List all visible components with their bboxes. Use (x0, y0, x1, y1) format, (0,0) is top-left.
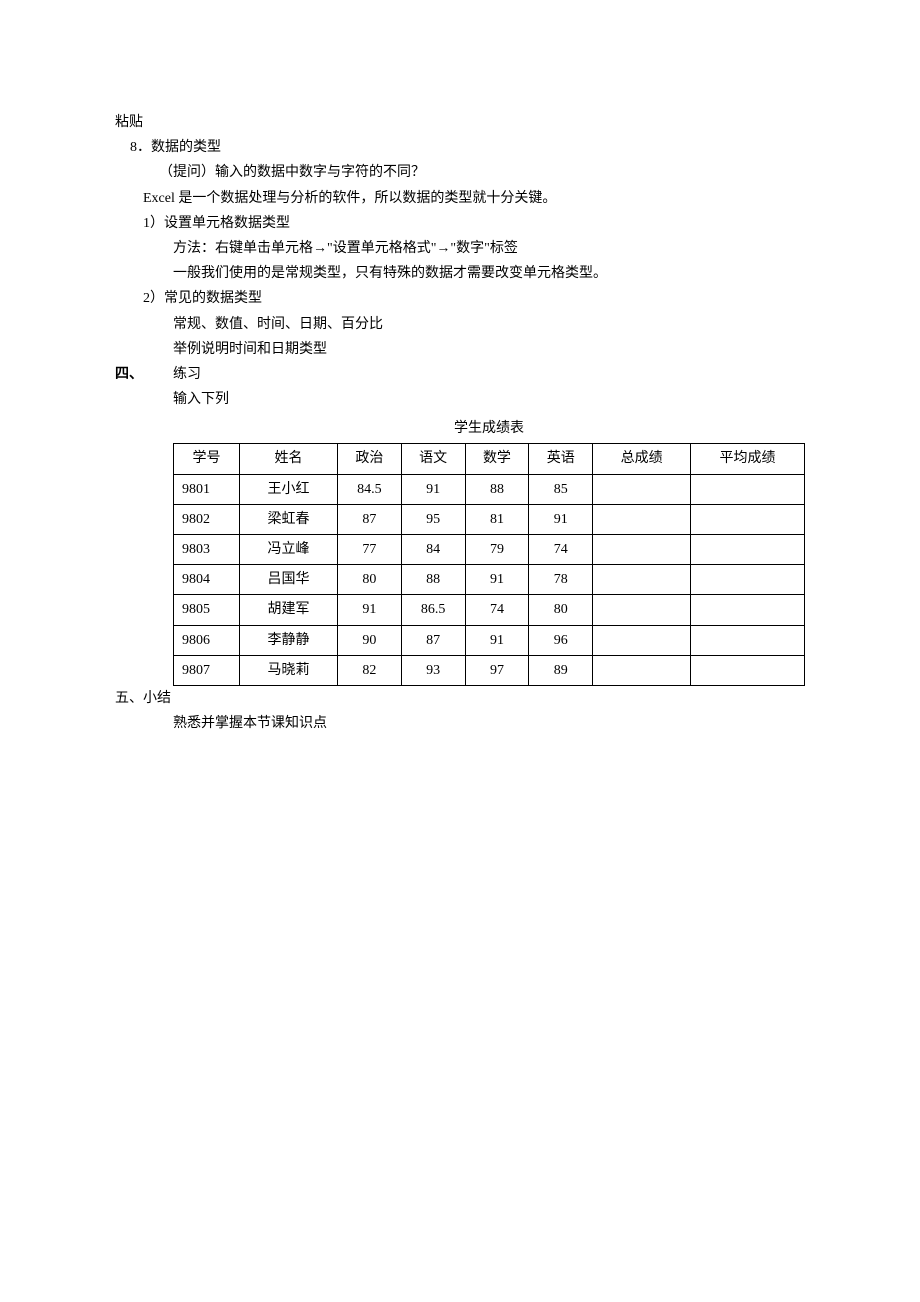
cell: 91 (401, 474, 465, 504)
cell: 88 (401, 565, 465, 595)
cell: 梁虹春 (240, 504, 338, 534)
cell (691, 474, 805, 504)
col-header: 政治 (337, 444, 401, 474)
cell: 91 (529, 504, 593, 534)
col-header: 英语 (529, 444, 593, 474)
table-row: 9802 梁虹春 87 95 81 91 (174, 504, 805, 534)
cell: 冯立峰 (240, 535, 338, 565)
table-row: 9807 马晓莉 82 93 97 89 (174, 655, 805, 685)
item-8-heading: 8．数据的类型 (130, 135, 805, 160)
cell: 84 (401, 535, 465, 565)
cell (593, 535, 691, 565)
cell (593, 474, 691, 504)
cell: 78 (529, 565, 593, 595)
cell: 97 (465, 655, 529, 685)
cell (691, 655, 805, 685)
item-8-sub1-method: 方法：右键单击单元格→"设置单元格格式"→"数字"标签 (173, 236, 805, 261)
cell: 9803 (174, 535, 240, 565)
section-4-num: 四、 (115, 362, 173, 387)
cell: 85 (529, 474, 593, 504)
item-8-sub2-types: 常规、数值、时间、日期、百分比 (173, 312, 805, 337)
cell: 9801 (174, 474, 240, 504)
table-title: 学生成绩表 (173, 416, 805, 441)
table-row: 9805 胡建军 91 86.5 74 80 (174, 595, 805, 625)
section-4-label: 练习 (173, 362, 201, 387)
cell (691, 625, 805, 655)
item-8-excel-desc: Excel 是一个数据处理与分析的软件，所以数据的类型就十分关键。 (143, 186, 805, 211)
col-header: 学号 (174, 444, 240, 474)
section-5-num: 五、 (115, 686, 143, 711)
cell: 74 (465, 595, 529, 625)
item-8-sub1-note: 一般我们使用的是常规类型，只有特殊的数据才需要改变单元格类型。 (173, 261, 805, 286)
col-header: 姓名 (240, 444, 338, 474)
item-8-question: （提问）输入的数据中数字与字符的不同？ (159, 160, 805, 185)
cell: 9806 (174, 625, 240, 655)
col-header: 语文 (401, 444, 465, 474)
table-row: 9801 王小红 84.5 91 88 85 (174, 474, 805, 504)
cell: 88 (465, 474, 529, 504)
section-5-label: 小结 (143, 686, 171, 711)
cell: 9807 (174, 655, 240, 685)
cell: 90 (337, 625, 401, 655)
grades-table: 学号 姓名 政治 语文 数学 英语 总成绩 平均成绩 9801 王小红 84.5… (173, 443, 805, 686)
cell (593, 625, 691, 655)
table-row: 9803 冯立峰 77 84 79 74 (174, 535, 805, 565)
cell: 80 (337, 565, 401, 595)
cell (691, 595, 805, 625)
cell: 91 (465, 565, 529, 595)
cell: 82 (337, 655, 401, 685)
section-5-content: 熟悉并掌握本节课知识点 (173, 711, 805, 736)
table-header-row: 学号 姓名 政治 语文 数学 英语 总成绩 平均成绩 (174, 444, 805, 474)
cell: 89 (529, 655, 593, 685)
cell (691, 565, 805, 595)
cell: 74 (529, 535, 593, 565)
col-header: 总成绩 (593, 444, 691, 474)
cell: 91 (465, 625, 529, 655)
item-8-sub2-example: 举例说明时间和日期类型 (173, 337, 805, 362)
table-row: 9804 吕国华 80 88 91 78 (174, 565, 805, 595)
cell: 84.5 (337, 474, 401, 504)
cell: 87 (337, 504, 401, 534)
cell: 96 (529, 625, 593, 655)
cell: 李静静 (240, 625, 338, 655)
col-header: 数学 (465, 444, 529, 474)
cell: 吕国华 (240, 565, 338, 595)
cell: 80 (529, 595, 593, 625)
cell (593, 655, 691, 685)
cell: 马晓莉 (240, 655, 338, 685)
table-body: 9801 王小红 84.5 91 88 85 9802 梁虹春 87 95 81… (174, 474, 805, 685)
cell: 王小红 (240, 474, 338, 504)
cell: 9805 (174, 595, 240, 625)
col-header: 平均成绩 (691, 444, 805, 474)
section-4-content: 输入下列 (173, 387, 805, 412)
text-paste: 粘贴 (115, 110, 805, 135)
item-8-sub1: 1）设置单元格数据类型 (143, 211, 805, 236)
cell: 86.5 (401, 595, 465, 625)
cell (593, 565, 691, 595)
cell: 79 (465, 535, 529, 565)
table-row: 9806 李静静 90 87 91 96 (174, 625, 805, 655)
cell (691, 535, 805, 565)
section-5-heading: 五、 小结 (115, 686, 805, 711)
cell: 胡建军 (240, 595, 338, 625)
cell (593, 504, 691, 534)
cell: 77 (337, 535, 401, 565)
cell: 9804 (174, 565, 240, 595)
cell: 93 (401, 655, 465, 685)
cell (691, 504, 805, 534)
cell: 81 (465, 504, 529, 534)
cell: 95 (401, 504, 465, 534)
cell: 9802 (174, 504, 240, 534)
item-8-sub2: 2）常见的数据类型 (143, 286, 805, 311)
section-4-heading: 四、 练习 (115, 362, 805, 387)
cell: 87 (401, 625, 465, 655)
cell: 91 (337, 595, 401, 625)
grades-table-wrapper: 学生成绩表 学号 姓名 政治 语文 数学 英语 总成绩 平均成绩 9801 王小… (173, 416, 805, 686)
cell (593, 595, 691, 625)
